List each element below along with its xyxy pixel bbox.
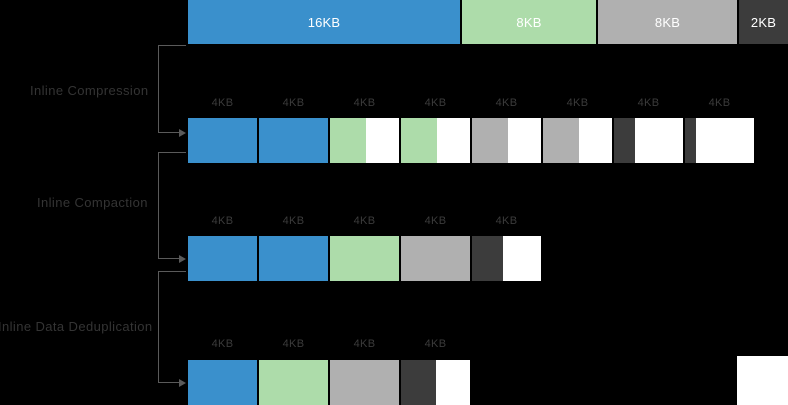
chunk-fill bbox=[188, 118, 257, 163]
chunk-size-label: 4KB bbox=[211, 97, 234, 109]
bracket-top-line bbox=[158, 271, 186, 272]
chunk-size-label: 4KB bbox=[708, 97, 731, 109]
chunk-size-label: 4KB bbox=[424, 215, 447, 227]
chunk-size-label: 4KB bbox=[353, 338, 376, 350]
chunk-block bbox=[330, 118, 399, 163]
chunk-fill bbox=[259, 236, 328, 281]
chunk-fill bbox=[330, 360, 399, 405]
bracket-vertical-line bbox=[158, 271, 159, 382]
chunk-size-label: 4KB bbox=[282, 338, 305, 350]
chunk-block bbox=[330, 236, 399, 281]
chunk-block bbox=[330, 360, 399, 405]
chunk-fill bbox=[259, 360, 328, 405]
chunk-fill bbox=[401, 236, 470, 281]
stage-label-inline-data-deduplication: Inline Data Deduplication bbox=[0, 319, 153, 334]
chunk-fill bbox=[401, 360, 436, 405]
chunk-block bbox=[259, 236, 328, 281]
arrow-head-icon bbox=[179, 379, 186, 387]
connector-bracket-inline-data-deduplication bbox=[158, 271, 198, 387]
chunk-row-inline-compaction bbox=[188, 236, 541, 281]
chunk-size-label: 4KB bbox=[637, 97, 660, 109]
chunk-block bbox=[188, 360, 257, 405]
chunk-size-label: 4KB bbox=[495, 97, 518, 109]
original-data-row: 16KB 8KB 8KB 2KB bbox=[188, 0, 788, 44]
chunk-row-inline-compression bbox=[188, 118, 754, 163]
chunk-block bbox=[401, 118, 470, 163]
chunk-label-row-inline-compaction: 4KB 4KB 4KB 4KB 4KB bbox=[188, 215, 541, 227]
chunk-fill bbox=[614, 118, 635, 163]
bracket-top-line bbox=[158, 45, 186, 46]
chunk-block bbox=[401, 236, 470, 281]
original-block-16kb: 16KB bbox=[188, 0, 460, 44]
bracket-top-line bbox=[158, 152, 186, 153]
chunk-block bbox=[614, 118, 683, 163]
original-block-8kb: 8KB bbox=[462, 0, 596, 44]
original-block-label: 8KB bbox=[516, 14, 542, 30]
chunk-fill bbox=[472, 236, 504, 281]
chunk-block bbox=[188, 236, 257, 281]
arrow-head-icon bbox=[179, 129, 186, 137]
chunk-size-label: 4KB bbox=[282, 97, 305, 109]
chunk-fill bbox=[188, 236, 257, 281]
bracket-vertical-line bbox=[158, 152, 159, 258]
bracket-vertical-line bbox=[158, 45, 159, 132]
chunk-fill bbox=[472, 118, 508, 163]
connector-bracket-inline-compression bbox=[158, 45, 198, 137]
chunk-size-label: 4KB bbox=[424, 97, 447, 109]
chunk-block bbox=[401, 360, 470, 405]
chunk-size-label: 4KB bbox=[211, 215, 234, 227]
chunk-size-label: 4KB bbox=[211, 338, 234, 350]
chunk-block bbox=[259, 118, 328, 163]
original-block-label: 2KB bbox=[750, 14, 777, 30]
original-block-8kb: 8KB bbox=[598, 0, 737, 44]
chunk-fill bbox=[401, 118, 437, 163]
chunk-block bbox=[188, 118, 257, 163]
chunk-fill bbox=[188, 360, 257, 405]
chunk-label-row-inline-compression: 4KB 4KB 4KB 4KB 4KB 4KB 4KB 4KB bbox=[188, 97, 754, 109]
chunk-row-inline-data-deduplication bbox=[188, 360, 470, 405]
chunk-size-label: 4KB bbox=[495, 215, 518, 227]
chunk-size-label: 4KB bbox=[566, 97, 589, 109]
bracket-arrow-line bbox=[158, 382, 180, 383]
stage-label-inline-compression: Inline Compression bbox=[30, 83, 149, 98]
arrow-head-icon bbox=[179, 255, 186, 263]
corner-white-block bbox=[737, 356, 788, 405]
original-block-label: 16KB bbox=[307, 14, 341, 30]
chunk-size-label: 4KB bbox=[353, 215, 376, 227]
chunk-size-label: 4KB bbox=[282, 215, 305, 227]
chunk-size-label: 4KB bbox=[353, 97, 376, 109]
stage-label-inline-compaction: Inline Compaction bbox=[37, 195, 148, 210]
chunk-block bbox=[259, 360, 328, 405]
original-block-2kb: 2KB bbox=[739, 0, 788, 44]
chunk-fill bbox=[330, 236, 399, 281]
chunk-block bbox=[685, 118, 754, 163]
bracket-arrow-line bbox=[158, 132, 180, 133]
chunk-fill bbox=[259, 118, 328, 163]
chunk-fill bbox=[685, 118, 697, 163]
chunk-size-label: 4KB bbox=[424, 338, 447, 350]
chunk-block bbox=[472, 236, 541, 281]
bracket-arrow-line bbox=[158, 258, 180, 259]
chunk-fill bbox=[543, 118, 579, 163]
connector-bracket-inline-compaction bbox=[158, 152, 198, 263]
chunk-block bbox=[472, 118, 541, 163]
chunk-block bbox=[543, 118, 612, 163]
chunk-fill bbox=[330, 118, 366, 163]
original-block-label: 8KB bbox=[654, 14, 681, 30]
chunk-label-row-inline-data-deduplication: 4KB 4KB 4KB 4KB bbox=[188, 338, 470, 350]
